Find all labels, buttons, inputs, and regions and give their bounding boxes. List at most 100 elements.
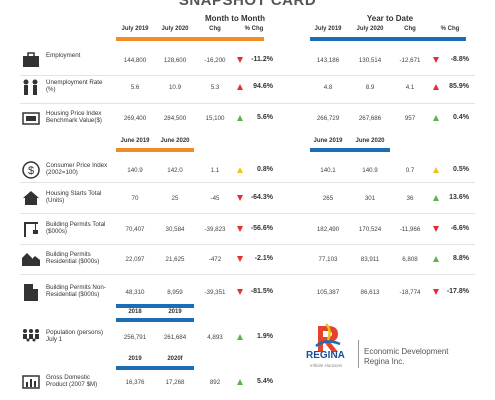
office-building-icon bbox=[20, 281, 42, 303]
trend-arrow-icon bbox=[237, 226, 243, 232]
mtm-pct-change: -11.2% bbox=[251, 56, 273, 63]
ytd-value: 140.1 bbox=[320, 167, 336, 174]
ytd-value: 130,514 bbox=[358, 57, 382, 64]
mtm-value: 22,097 bbox=[125, 256, 145, 263]
mtm-value: 10.9 bbox=[168, 84, 182, 91]
mtm-pct-change: -64.3% bbox=[250, 194, 273, 201]
trend-arrow-icon bbox=[237, 289, 243, 295]
year2-header-1: 2019 bbox=[128, 356, 142, 362]
logo-name: REGINA bbox=[306, 350, 345, 361]
mtm-value: -39,823 bbox=[204, 226, 226, 233]
mtm-pct-change: 94.6% bbox=[253, 83, 273, 90]
section-month-to-month: Month to Month bbox=[205, 14, 265, 23]
trend-arrow-icon bbox=[433, 115, 439, 121]
trend-arrow-icon bbox=[237, 115, 243, 121]
divider bbox=[20, 103, 475, 104]
svg-text:$: $ bbox=[28, 165, 34, 177]
blue-bar-june bbox=[310, 148, 390, 152]
divider bbox=[20, 244, 475, 245]
mtm-pct-change: 5.6% bbox=[257, 114, 273, 121]
mtm-pct-change: -56.6% bbox=[250, 225, 273, 232]
ytd-value: 8.9 bbox=[365, 84, 375, 91]
ytd-value: 4.8 bbox=[323, 84, 333, 91]
mtm-value: 17,268 bbox=[165, 379, 185, 386]
logo-block: REGINA Infinite Horizons Economic Develo… bbox=[304, 322, 484, 372]
ytd-value: 301 bbox=[364, 195, 376, 202]
blue-bar-years bbox=[116, 304, 194, 308]
divider bbox=[20, 75, 475, 76]
mtm-value: 70,407 bbox=[125, 226, 145, 233]
section-year-to-date: Year to Date bbox=[366, 14, 414, 23]
mtm-value: 269,400 bbox=[123, 115, 147, 122]
orange-bar-june bbox=[116, 148, 194, 152]
ytd-value: 105,387 bbox=[316, 289, 340, 296]
mtm-value: 21,625 bbox=[165, 256, 185, 263]
divider bbox=[20, 213, 475, 214]
ytd-value: 0.7 bbox=[405, 167, 415, 174]
ytd-value: -11,966 bbox=[399, 226, 421, 233]
trend-arrow-icon bbox=[433, 84, 439, 90]
indicator-label: Building Permits Non-Residential ($000s) bbox=[46, 284, 106, 298]
mtm-header-4: % Chg bbox=[244, 26, 264, 32]
trend-arrow-icon bbox=[237, 167, 243, 173]
trend-arrow-icon bbox=[237, 334, 243, 340]
ytd-value: 4.1 bbox=[405, 84, 415, 91]
mtm-value: 5.6 bbox=[130, 84, 140, 91]
mtm-value: -45 bbox=[210, 195, 220, 202]
ytd-pct-change: -17.8% bbox=[446, 288, 469, 295]
indicator-label: Gross Domestic Product (2007 $M) bbox=[46, 374, 98, 388]
ytd-value: -18,774 bbox=[399, 289, 421, 296]
ytd-value: -12,671 bbox=[399, 57, 421, 64]
logo-tagline: Infinite Horizons bbox=[310, 363, 343, 368]
indicator-label: Population (persons) July 1 bbox=[46, 329, 104, 343]
gdp-icon bbox=[20, 371, 42, 393]
ytd-pct-change: -6.6% bbox=[450, 225, 469, 232]
june-header-2: June 2020 bbox=[160, 138, 190, 144]
ytd-value: 265 bbox=[322, 195, 334, 202]
divider bbox=[20, 274, 475, 275]
mtm-value: 48,310 bbox=[125, 289, 145, 296]
mtm-value: 261,684 bbox=[163, 334, 187, 341]
trend-arrow-icon bbox=[433, 167, 439, 173]
ytd-value: 140.9 bbox=[362, 167, 378, 174]
ytd-pct-change: -8.8% bbox=[450, 56, 469, 63]
ytd-june-header-2: June 2020 bbox=[355, 138, 385, 144]
indicator-label: Unemployment Rate (%) bbox=[46, 79, 103, 93]
mtm-pct-change: -2.1% bbox=[254, 255, 273, 262]
year-header-1: 2018 bbox=[128, 309, 142, 315]
indicator-label: Housing Starts Total (Units) bbox=[46, 190, 102, 204]
ytd-header-2: July 2020 bbox=[356, 26, 384, 32]
mtm-value: 128,600 bbox=[163, 57, 187, 64]
mtm-value: 256,791 bbox=[123, 334, 147, 341]
mtm-pct-change: 5.4% bbox=[257, 378, 273, 385]
price-tag-icon bbox=[20, 107, 42, 129]
mtm-value: 8,959 bbox=[167, 289, 183, 296]
ytd-value: 170,524 bbox=[358, 226, 382, 233]
indicator-label: Building Permits Total ($000s) bbox=[46, 221, 106, 235]
trend-arrow-icon bbox=[433, 57, 439, 63]
ytd-pct-change: 8.8% bbox=[453, 255, 469, 262]
trend-arrow-icon bbox=[237, 379, 243, 385]
page-title: SNAPSHOT CARD bbox=[178, 0, 317, 9]
crane-icon bbox=[20, 218, 42, 240]
trend-arrow-icon bbox=[237, 57, 243, 63]
briefcase-icon bbox=[20, 49, 42, 71]
trend-arrow-icon bbox=[433, 289, 439, 295]
mtm-value: 16,376 bbox=[125, 379, 145, 386]
mtm-pct-change: 0.8% bbox=[257, 166, 273, 173]
population-icon bbox=[20, 326, 42, 348]
mtm-header-1: July 2019 bbox=[121, 26, 149, 32]
mtm-value: -472 bbox=[208, 256, 222, 263]
mtm-value: 15,100 bbox=[205, 115, 225, 122]
house-icon bbox=[20, 187, 42, 209]
ytd-pct-change: 0.5% bbox=[453, 166, 469, 173]
trend-arrow-icon bbox=[433, 195, 439, 201]
trend-arrow-icon bbox=[237, 195, 243, 201]
year2-header-2: 2020f bbox=[167, 356, 183, 362]
mtm-value: 144,800 bbox=[123, 57, 147, 64]
ytd-header-1: July 2019 bbox=[314, 26, 342, 32]
blue-bar-years2 bbox=[116, 366, 194, 370]
ytd-value: 266,729 bbox=[316, 115, 340, 122]
mtm-value: 70 bbox=[131, 195, 139, 202]
ytd-header-3: Chg bbox=[404, 26, 416, 32]
